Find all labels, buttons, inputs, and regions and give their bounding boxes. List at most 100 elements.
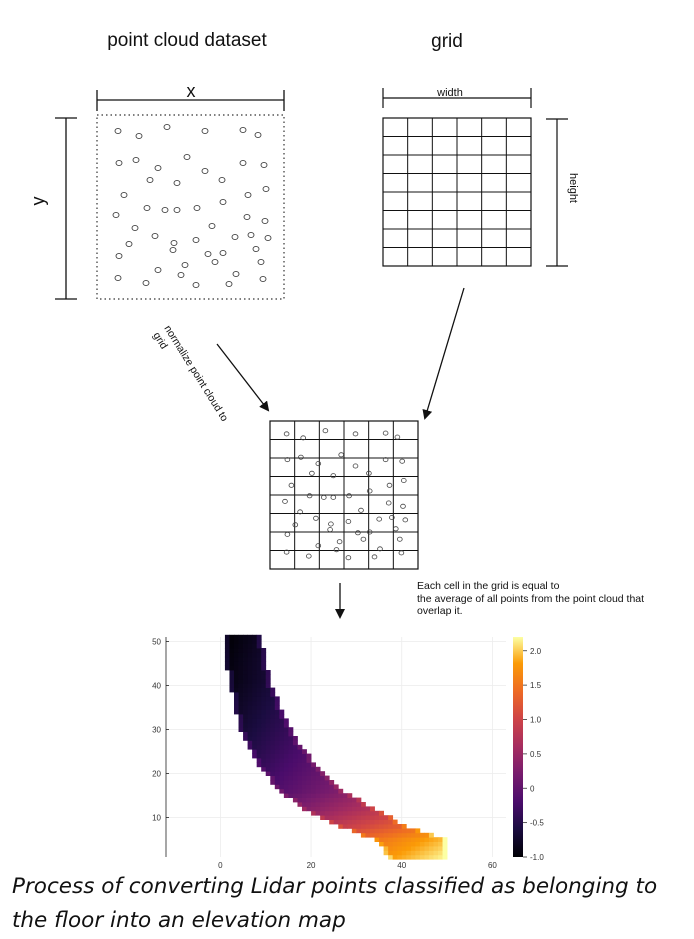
heatmap-cell xyxy=(311,766,316,772)
height-dimension: height xyxy=(546,118,579,267)
heatmap-cell xyxy=(292,775,298,781)
combined-point-marker xyxy=(366,529,373,535)
combined-point-marker xyxy=(386,482,393,488)
heatmap-cell xyxy=(388,841,394,847)
heatmap-cell xyxy=(261,736,267,741)
heatmap-cell xyxy=(256,744,262,750)
heatmap-cell xyxy=(311,806,316,812)
heatmap-cell xyxy=(424,854,430,860)
heatmap-cell xyxy=(306,793,312,798)
heatmap-cell xyxy=(297,797,303,803)
point-marker xyxy=(225,280,233,288)
heatmap-cell xyxy=(234,634,239,640)
point-marker xyxy=(204,250,212,258)
heatmap-cell xyxy=(224,634,230,640)
heatmap-cell xyxy=(383,828,389,834)
heatmap-cell xyxy=(261,731,267,737)
heatmap-cell xyxy=(234,639,239,644)
heatmap-cell xyxy=(252,740,258,746)
point-marker xyxy=(120,191,128,199)
heatmap-cell xyxy=(292,753,298,759)
heatmap-cell xyxy=(256,740,262,746)
heatmap-cell xyxy=(288,762,294,768)
heatmap-cell xyxy=(279,727,285,732)
point-marker xyxy=(239,159,247,167)
heatmap-cell xyxy=(265,718,271,724)
heatmap-cell xyxy=(270,766,276,772)
heatmap-cell xyxy=(324,788,330,794)
heatmap-cell xyxy=(247,678,253,684)
heatmap-cell xyxy=(397,828,403,834)
heatmap-cell xyxy=(365,810,371,816)
heatmap-cell xyxy=(265,714,271,719)
heatmap-cell xyxy=(383,824,389,829)
heatmap-cell xyxy=(243,736,248,741)
heatmap-cell xyxy=(265,771,271,776)
heatmap-cell xyxy=(283,780,289,785)
heatmap-cell xyxy=(392,832,398,838)
heatmap-cell xyxy=(243,722,248,728)
combined-point-marker xyxy=(382,457,389,463)
heatmap-cell xyxy=(256,731,262,737)
heatmap-cell xyxy=(392,846,398,851)
heatmap-cell xyxy=(347,824,353,829)
heatmap-cell xyxy=(265,705,271,710)
combined-point-marker xyxy=(346,493,352,499)
heatmap-cell xyxy=(238,714,244,719)
heatmap-cell xyxy=(338,815,344,820)
heatmap-cell xyxy=(410,850,416,856)
heatmap-cell xyxy=(415,854,421,860)
combined-point-marker xyxy=(292,522,299,528)
heatmap-cell xyxy=(406,846,412,851)
heatmap-cell xyxy=(234,648,239,653)
heatmap-cell xyxy=(397,837,403,842)
point-marker xyxy=(115,252,123,260)
heatmap-cell xyxy=(247,718,253,724)
heatmap-cell xyxy=(410,828,416,834)
heatmap-cell xyxy=(342,824,348,829)
heatmap-cell xyxy=(292,771,298,776)
heatmap-cell xyxy=(270,780,276,785)
heatmap-cell xyxy=(415,828,421,834)
heatmap-cell xyxy=(320,810,326,816)
heatmap-cell xyxy=(270,714,276,719)
heatmap-cell xyxy=(333,819,339,825)
heatmap-cell xyxy=(229,639,235,644)
heatmap-cell xyxy=(428,850,434,856)
heatmap-y-ticks: 10 20 30 40 50 xyxy=(152,637,169,822)
heatmap-cell xyxy=(347,793,353,798)
colorbar-tick-label: 2.0 xyxy=(530,647,542,656)
point-marker xyxy=(135,132,143,140)
heatmap-cell xyxy=(388,850,394,856)
heatmap-cell xyxy=(256,700,262,706)
heatmap-cell xyxy=(288,780,294,785)
combined-point-marker xyxy=(345,555,352,561)
combined-point-marker xyxy=(328,521,334,527)
heatmap-cell xyxy=(274,714,280,719)
heatmap-cell xyxy=(270,731,276,737)
heatmap-cell xyxy=(379,824,384,829)
heatmap-cell xyxy=(274,722,280,728)
heatmap-cell xyxy=(401,850,407,856)
combined-point-marker xyxy=(355,530,361,536)
heatmap-cell xyxy=(270,705,276,710)
heatmap-cell xyxy=(274,696,280,702)
heatmap-cell xyxy=(383,819,389,825)
heatmap-cell xyxy=(392,824,398,829)
combined-point-marker xyxy=(376,516,383,522)
heatmap-cell xyxy=(392,854,398,860)
heatmap-cell xyxy=(252,700,258,706)
heatmap-cell xyxy=(288,749,294,754)
heatmap-cell xyxy=(392,841,398,847)
heatmap-cell xyxy=(234,661,239,666)
heatmap-cell xyxy=(234,652,239,658)
height-label: height xyxy=(567,173,579,203)
heatmap-cell xyxy=(252,674,258,680)
heatmap-cell xyxy=(329,806,335,812)
heatmap-cell xyxy=(283,753,289,759)
heatmap-cell xyxy=(342,806,348,812)
heatmap-cell xyxy=(419,832,425,838)
heatmap-cell xyxy=(283,784,289,790)
heatmap-cell xyxy=(288,775,294,781)
heatmap-cell xyxy=(288,771,294,776)
